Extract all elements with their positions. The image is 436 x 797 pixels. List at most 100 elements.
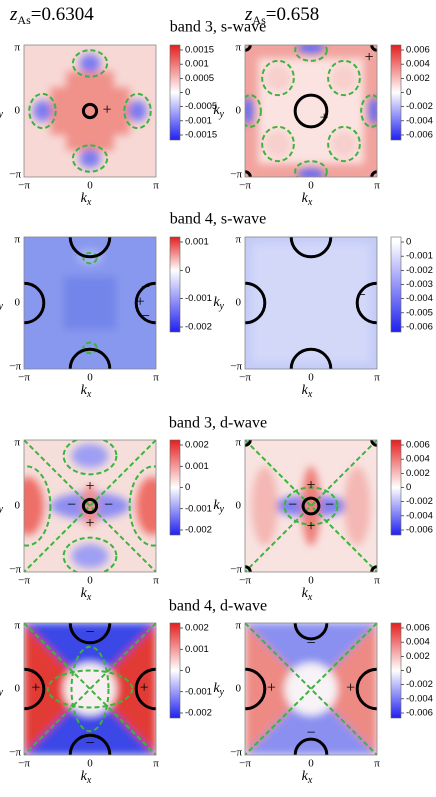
region	[297, 45, 325, 55]
axis-subscript: x	[307, 592, 313, 603]
sign: +	[140, 680, 149, 697]
y-tick-label: 0	[15, 500, 21, 512]
z-subscript: As	[17, 13, 31, 27]
colorbar-tick-label: 0.002	[406, 73, 430, 84]
x-axis-label: kx	[302, 191, 313, 208]
sign: +	[31, 680, 40, 697]
x-tick-label: 0	[87, 372, 93, 384]
row-title: band 3, s-wave	[170, 19, 266, 36]
node-line	[261, 59, 295, 97]
region	[24, 623, 90, 755]
colorbar-tick-label: -0.001	[185, 686, 212, 697]
node-line	[24, 440, 156, 572]
x-tick-label: 0	[308, 758, 314, 770]
node-line	[294, 160, 328, 177]
colorbar-tick-label: -0.004	[406, 293, 433, 304]
y-tick-label: 0	[236, 105, 242, 117]
colorbar-tick-label: 0.0005	[185, 73, 214, 84]
colorbar-tick-label: 0.001	[185, 461, 209, 472]
x-tick-label: −π	[18, 180, 30, 192]
x-axis-label: kx	[81, 191, 92, 208]
colorbar-tick-label: 0.001	[185, 644, 209, 655]
z-value: =0.658	[266, 4, 319, 25]
z-symbol: z	[244, 4, 253, 25]
y-axis-label: ky	[0, 103, 4, 120]
sign: −	[141, 279, 150, 296]
colorbar-tick-label: 0.0015	[185, 45, 214, 56]
fermi-surface	[68, 347, 112, 369]
x-tick-label: −π	[18, 372, 30, 384]
colorbar-tick-label: 0	[185, 87, 190, 98]
fermi-surface	[289, 347, 333, 369]
region	[63, 276, 117, 330]
node-line	[24, 623, 156, 755]
fermi-surface	[293, 93, 329, 129]
y-axis-label: ky	[0, 498, 4, 515]
node-line	[24, 623, 156, 755]
region	[245, 623, 377, 689]
axis-subscript: x	[307, 775, 313, 786]
colorbar-tick-label: -0.003	[406, 279, 433, 290]
node-line	[261, 125, 295, 163]
colorbar-tick-label: -0.001	[185, 115, 212, 126]
y-tick-label: −π	[9, 747, 21, 759]
axis-symbol: k	[302, 191, 309, 206]
region	[301, 466, 321, 546]
y-axis-label: ky	[213, 295, 224, 312]
y-tick-label: 0	[236, 500, 242, 512]
node-line	[28, 92, 57, 130]
x-tick-label: 0	[87, 758, 93, 770]
panel-frame	[244, 236, 378, 370]
region	[24, 689, 156, 755]
axis-subscript: y	[219, 301, 225, 312]
region	[82, 484, 98, 528]
sign: −	[306, 635, 315, 652]
colorbar-tick-label: -0.005	[406, 307, 433, 318]
colorbar-tick-label: 0.001	[185, 59, 209, 70]
colorbar-tick-label: 0.006	[406, 623, 430, 634]
axis-symbol: k	[213, 681, 220, 696]
colorbar-tick-label: -0.006	[406, 130, 433, 141]
colorbar-tick-label: -0.006	[406, 708, 433, 719]
colorbar	[169, 236, 181, 333]
fermi-surface	[301, 496, 321, 516]
region	[311, 623, 377, 755]
region	[264, 64, 292, 92]
colorbar-tick-label: -0.002	[185, 708, 212, 719]
region	[71, 443, 109, 468]
heatmap	[24, 45, 156, 177]
sign: +	[103, 102, 112, 119]
y-tick-label: π	[235, 234, 241, 246]
x-tick-label: π	[374, 372, 380, 384]
panel-frame	[244, 439, 378, 573]
axis-subscript: y	[0, 109, 4, 120]
panel-frame	[23, 236, 157, 370]
node-line	[46, 669, 134, 709]
x-tick-label: −π	[18, 758, 30, 770]
node-line	[70, 645, 110, 733]
axis-subscript: x	[307, 197, 313, 208]
node-line	[360, 94, 377, 128]
axis-subscript: x	[86, 389, 92, 400]
axis-subscript: x	[86, 592, 92, 603]
colorbar-tick-label: -0.002	[406, 496, 433, 507]
axis-symbol: k	[213, 498, 220, 513]
x-tick-label: π	[153, 575, 159, 587]
panel-frame	[244, 44, 378, 178]
y-tick-label: −π	[9, 361, 21, 373]
sign: +	[267, 680, 276, 697]
node-line	[123, 92, 152, 130]
region	[330, 130, 358, 158]
row-title: band 4, d-wave	[169, 598, 267, 615]
region	[245, 689, 377, 755]
colorbar-tick-label: -0.002	[406, 679, 433, 690]
fermi-surface	[81, 102, 99, 120]
colorbar	[390, 236, 402, 333]
sign: −	[104, 497, 113, 514]
colorbar-tick-label: -0.0005	[185, 101, 217, 112]
y-tick-label: π	[235, 42, 241, 54]
heatmap-field	[24, 443, 156, 569]
x-axis-label: kx	[302, 586, 313, 603]
